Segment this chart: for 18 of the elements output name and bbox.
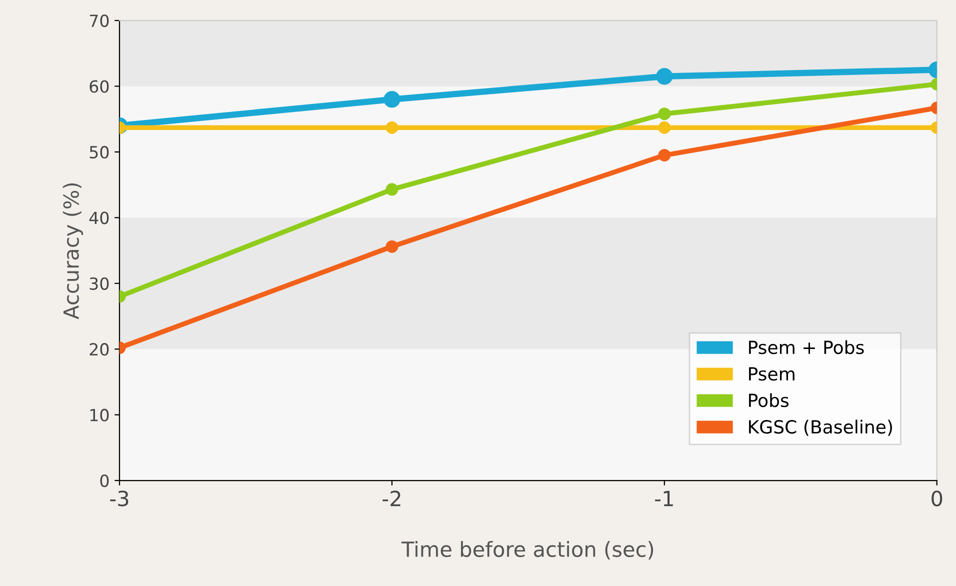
legend-label: Psem + Pobs [749, 340, 864, 354]
legend-label: Pobs [749, 393, 789, 408]
x-tick-label: -3 [110, 490, 128, 506]
y-tick-label: 70 [90, 14, 109, 28]
y-tick-label: 40 [89, 212, 109, 224]
y-axis-title: Accuracy (%) [62, 183, 84, 320]
y-tick-label: 10 [90, 408, 109, 422]
x-tick-label: 0 [932, 490, 942, 506]
legend-label: Psem [749, 367, 794, 381]
y-tick-label: 60 [90, 80, 109, 93]
y-tick-label: 30 [90, 277, 109, 290]
y-tick-label: 0 [100, 474, 109, 488]
x-tick-label: -1 [655, 490, 673, 506]
x-axis-title: Time before action (sec) [401, 540, 654, 560]
y-tick-label: 50 [90, 146, 109, 159]
legend-label: KGSC (Baseline) [749, 420, 892, 436]
y-tick-label: 20 [90, 343, 109, 356]
x-tick-label: -2 [382, 490, 400, 506]
